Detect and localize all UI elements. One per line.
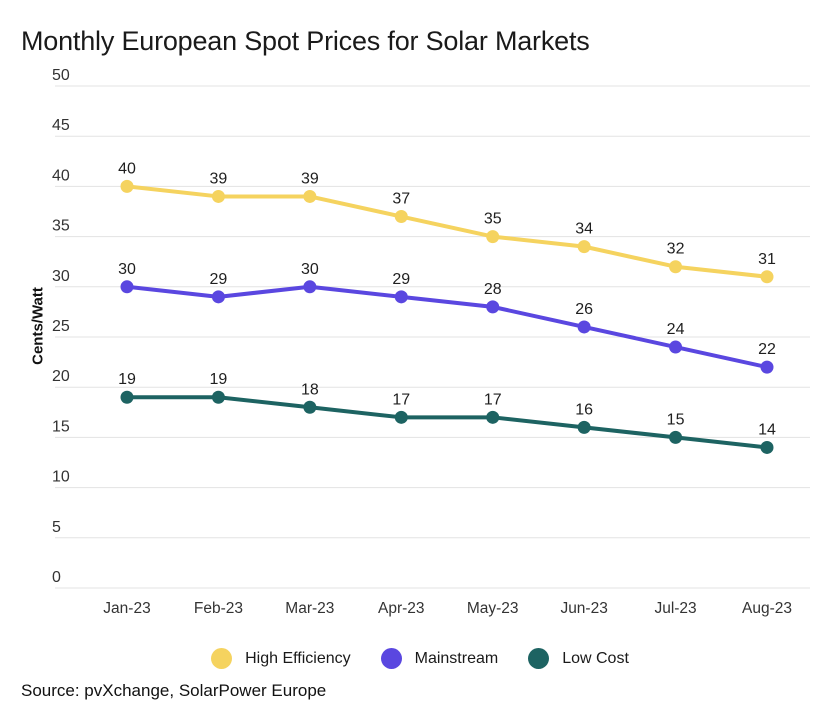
data-point-label: 29 xyxy=(392,271,410,288)
x-tick-label: Feb-23 xyxy=(194,600,243,617)
data-point-label: 14 xyxy=(758,421,776,438)
data-point xyxy=(577,240,591,254)
data-point-label: 18 xyxy=(301,381,319,398)
data-point xyxy=(211,390,225,404)
data-point xyxy=(303,189,317,203)
x-tick-label: May-23 xyxy=(467,600,519,617)
data-point-label: 15 xyxy=(667,411,685,428)
x-tick-label: Apr-23 xyxy=(378,600,425,617)
data-point-label: 16 xyxy=(575,401,593,418)
legend-item-high-efficiency: High Efficiency xyxy=(211,648,351,669)
chart-title: Monthly European Spot Prices for Solar M… xyxy=(21,26,590,56)
data-point xyxy=(120,179,134,193)
data-point xyxy=(669,260,683,274)
y-axis-title: Cents/Watt xyxy=(29,287,47,365)
y-tick-label: 15 xyxy=(52,418,70,435)
data-point-label: 40 xyxy=(118,160,136,177)
data-point-label: 29 xyxy=(210,271,228,288)
y-tick-label: 50 xyxy=(52,67,70,84)
data-point xyxy=(760,440,774,454)
legend-label-high-efficiency: High Efficiency xyxy=(245,649,351,667)
x-tick-label: Jan-23 xyxy=(103,600,150,617)
data-point xyxy=(577,320,591,334)
data-point xyxy=(303,280,317,294)
data-point-label: 34 xyxy=(575,221,593,238)
data-point xyxy=(394,290,408,304)
y-tick-label: 0 xyxy=(52,569,61,586)
data-point xyxy=(486,300,500,314)
x-tick-label: Jul-23 xyxy=(654,600,696,617)
data-point xyxy=(486,230,500,244)
data-point-label: 26 xyxy=(575,301,593,318)
chart-legend: High Efficiency Mainstream Low Cost xyxy=(0,648,840,669)
x-tick-label: Jun-23 xyxy=(560,600,607,617)
data-point-label: 17 xyxy=(484,391,502,408)
data-point xyxy=(394,410,408,424)
legend-label-low-cost: Low Cost xyxy=(562,649,629,667)
series-line-high-efficiency xyxy=(125,184,769,279)
x-tick-label: Aug-23 xyxy=(742,600,792,617)
y-tick-label: 5 xyxy=(52,519,61,536)
data-point xyxy=(211,189,225,203)
y-tick-label: 20 xyxy=(52,368,70,385)
data-point-label: 19 xyxy=(118,371,136,388)
data-point-label: 35 xyxy=(484,211,502,228)
y-tick-label: 25 xyxy=(52,318,70,335)
data-point-label: 39 xyxy=(210,170,228,187)
y-tick-label: 45 xyxy=(52,117,70,134)
data-point xyxy=(120,390,134,404)
data-point-label: 22 xyxy=(758,341,776,358)
data-point xyxy=(120,280,134,294)
data-point-label: 39 xyxy=(301,170,319,187)
data-point xyxy=(669,340,683,354)
data-point-label: 32 xyxy=(667,241,685,258)
legend-marker-low-cost-icon xyxy=(528,648,550,669)
data-point xyxy=(760,270,774,284)
legend-marker-high-efficiency-icon xyxy=(211,648,233,669)
data-point-label: 28 xyxy=(484,281,502,298)
legend-item-low-cost: Low Cost xyxy=(528,648,629,669)
data-point xyxy=(760,360,774,374)
data-point-label: 31 xyxy=(758,251,776,268)
data-point-label: 30 xyxy=(118,261,136,278)
data-point xyxy=(394,210,408,224)
data-point-label: 24 xyxy=(667,321,685,338)
x-tick-label: Mar-23 xyxy=(285,600,334,617)
series-line-mainstream xyxy=(125,284,769,370)
data-point xyxy=(303,400,317,414)
data-point-label: 30 xyxy=(301,261,319,278)
data-point xyxy=(669,430,683,444)
data-point xyxy=(577,420,591,434)
y-tick-label: 40 xyxy=(52,167,70,184)
data-point xyxy=(486,410,500,424)
y-tick-label: 30 xyxy=(52,268,70,285)
data-point-label: 19 xyxy=(210,371,228,388)
y-tick-label: 35 xyxy=(52,218,70,235)
data-point xyxy=(211,290,225,304)
legend-item-mainstream: Mainstream xyxy=(380,648,499,669)
y-tick-label: 10 xyxy=(52,469,70,486)
legend-label-mainstream: Mainstream xyxy=(414,649,499,667)
source-attribution: Source: pvXchange, SolarPower Europe xyxy=(21,681,327,700)
legend-marker-mainstream-icon xyxy=(380,648,402,669)
data-point-label: 17 xyxy=(392,391,410,408)
data-point-label: 37 xyxy=(392,191,410,208)
series-line-low-cost xyxy=(125,395,769,450)
